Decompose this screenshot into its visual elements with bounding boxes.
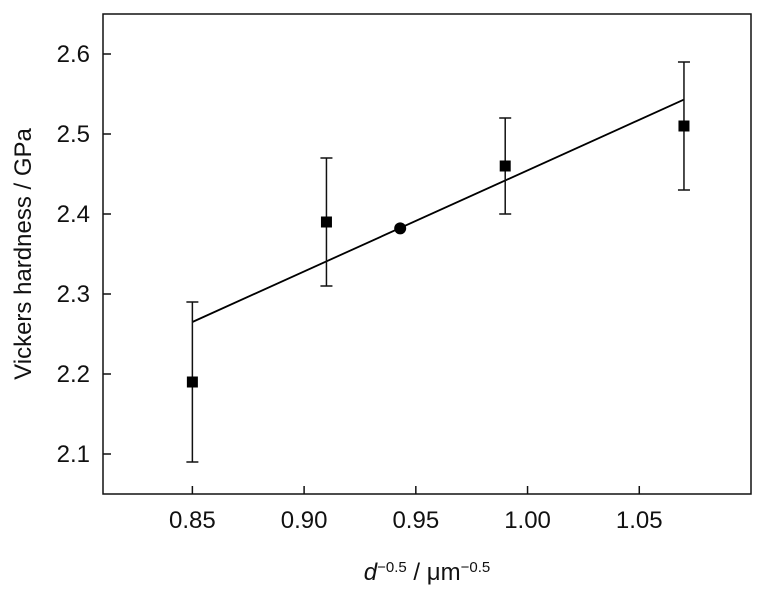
x-axis-variable-exponent: −0.5 xyxy=(377,559,407,576)
x-tick-label: 0.90 xyxy=(281,507,328,534)
error-layer xyxy=(186,61,690,463)
x-axis-separator: / xyxy=(407,559,427,586)
y-tick-label: 2.2 xyxy=(57,361,90,388)
square-point xyxy=(499,160,511,172)
y-tick-label: 2.3 xyxy=(57,281,90,308)
fit-line xyxy=(192,98,685,323)
x-tick-label: 0.95 xyxy=(392,507,439,534)
y-tick-label: 2.4 xyxy=(57,201,90,228)
square-point xyxy=(186,376,198,388)
square-point xyxy=(678,120,690,132)
x-tick-label: 1.00 xyxy=(504,507,551,534)
tick-layer: 0.85 0.90 0.95 1.00 1.05 2.1 2.2 2.3 2.4 2.5 2.6 xyxy=(57,41,663,534)
frame-layer xyxy=(102,13,752,495)
y-tick-label: 2.5 xyxy=(57,121,90,148)
y-tick-label: 2.1 xyxy=(57,441,90,468)
x-axis-label: d−0.5 / μm−0.5 xyxy=(364,559,490,587)
x-axis-unit: μm xyxy=(427,559,461,586)
plot-frame xyxy=(102,13,752,495)
x-axis-unit-exponent: −0.5 xyxy=(461,559,491,576)
circle-point xyxy=(394,222,407,235)
x-tick-label: 0.85 xyxy=(169,507,216,534)
fit-layer xyxy=(192,98,685,323)
x-tick-label: 1.05 xyxy=(616,507,663,534)
point-layer xyxy=(186,120,690,388)
y-tick-label: 2.6 xyxy=(57,41,90,68)
x-axis-variable: d xyxy=(364,559,378,586)
y-axis-label: Vickers hardness / GPa xyxy=(10,128,37,380)
square-point xyxy=(320,216,332,228)
